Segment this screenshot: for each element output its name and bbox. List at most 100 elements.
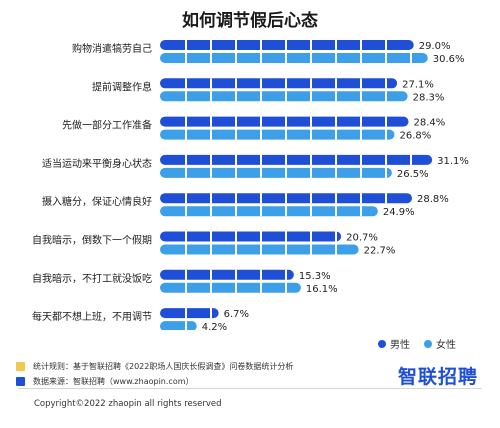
bar-segment-divider: [185, 231, 187, 242]
bar-segment-divider: [260, 231, 262, 242]
bar-segment-divider: [335, 167, 337, 178]
source-marker-icon: [16, 377, 25, 386]
bar-segment-divider: [185, 193, 187, 204]
bar-segment-divider: [210, 206, 212, 217]
bar-segment-divider: [285, 282, 287, 293]
bar-segment-divider: [235, 53, 237, 63]
data-label: 16.1%: [306, 284, 338, 295]
data-label: 4.2%: [202, 322, 227, 330]
bar-segment-divider: [210, 116, 212, 127]
bar-male: [160, 231, 342, 242]
bar-female: [160, 282, 301, 293]
bar-segment-divider: [335, 78, 337, 89]
bar-segment-divider: [185, 308, 187, 319]
bar-segment-divider: [285, 129, 287, 140]
bar-segment-divider: [335, 129, 337, 140]
bar-segment-divider: [310, 129, 312, 140]
bar-segment-divider: [335, 40, 337, 50]
bar-segment-divider: [360, 40, 362, 50]
bar-segment-divider: [260, 167, 262, 178]
bar-segment-divider: [185, 78, 187, 89]
bar-segment-divider: [185, 321, 187, 330]
legend-label-male: 男性: [390, 340, 410, 351]
category-label: 自我暗示，倒数下一个假期: [32, 234, 152, 247]
bar-segment-divider: [185, 269, 187, 280]
bar-segment-divider: [385, 116, 387, 127]
data-label: 29.0%: [419, 41, 451, 52]
bar-segment-divider: [260, 206, 262, 217]
bar-segment-divider: [235, 78, 237, 89]
data-label: 31.1%: [437, 156, 469, 167]
bar-chart: 购物消遣犒劳自己 29.0% 30.6% 提前调整作息 27.1% 28.3% 先做一部分工…: [32, 40, 469, 330]
bar-segment-divider: [285, 116, 287, 127]
bar-segment-divider: [360, 154, 362, 165]
bar-segment-divider: [235, 269, 237, 280]
bar-segment-divider: [360, 167, 362, 178]
bar-segment-divider: [210, 308, 212, 319]
bar-segment-divider: [285, 78, 287, 89]
bar-segment-divider: [260, 40, 262, 50]
bar-segment-divider: [185, 53, 187, 63]
bar-segment-divider: [285, 206, 287, 217]
bar-segment-divider: [260, 129, 262, 140]
bar-male: [160, 154, 433, 165]
bar-segment-divider: [210, 231, 212, 242]
bar-segment-divider: [385, 129, 387, 140]
bar-segment-divider: [185, 154, 187, 165]
bar-segment-divider: [260, 193, 262, 204]
bar-segment-divider: [285, 40, 287, 50]
bar-female: [160, 129, 395, 140]
bar-segment-divider: [210, 193, 212, 204]
bar-segment-divider: [360, 78, 362, 89]
bar-segment-divider: [385, 40, 387, 50]
bar-segment-divider: [310, 244, 312, 255]
bar-segment-divider: [360, 116, 362, 127]
bar-segment-divider: [185, 206, 187, 217]
bar-segment-divider: [185, 167, 187, 178]
bar-segment-divider: [360, 129, 362, 140]
bar-segment-divider: [335, 116, 337, 127]
bar-segment-divider: [385, 154, 387, 165]
bar-segment-divider: [235, 154, 237, 165]
bar-segment-divider: [310, 167, 312, 178]
bar-segment-divider: [185, 116, 187, 127]
footer-rule: 统计规则：基于智联招聘《2022职场人国庆长假调查》问卷数据统计分析: [16, 361, 293, 372]
bar-segment-divider: [335, 206, 337, 217]
bar-segment-divider: [260, 116, 262, 127]
bar-segment-divider: [210, 244, 212, 255]
category-label: 每天都不想上班，不用调节: [32, 310, 152, 323]
data-label: 30.6%: [433, 54, 465, 65]
brand-logo: 智联招聘: [398, 366, 479, 388]
bar-segment-divider: [385, 91, 387, 102]
data-label: 15.3%: [299, 271, 331, 282]
bar-segment-divider: [310, 193, 312, 204]
bar-segment-divider: [335, 53, 337, 63]
bar-segment-divider: [335, 231, 337, 242]
bar-segment-divider: [260, 91, 262, 102]
bar-segment-divider: [385, 167, 387, 178]
bar-segment-divider: [210, 154, 212, 165]
data-label: 22.7%: [364, 246, 396, 257]
bar-segment-divider: [235, 91, 237, 102]
bar-segment-divider: [285, 91, 287, 102]
legend-marker-female: [424, 339, 432, 348]
data-label: 6.7%: [224, 309, 249, 320]
bar-segment-divider: [310, 78, 312, 89]
data-label: 27.1%: [402, 79, 434, 90]
footer-source-text: 数据来源：智联招聘（www.zhaopin.com）: [33, 377, 194, 386]
legend-label-female: 女性: [436, 340, 456, 351]
bar-segment-divider: [410, 154, 412, 165]
bar-segment-divider: [185, 129, 187, 140]
bar-segment-divider: [235, 282, 237, 293]
bar-female: [160, 206, 378, 217]
rule-marker-icon: [16, 362, 25, 371]
bar-segment-divider: [210, 40, 212, 50]
footer-rule-text: 统计规则：基于智联招聘《2022职场人国庆长假调查》问卷数据统计分析: [33, 362, 294, 371]
bar-segment-divider: [410, 53, 412, 63]
data-label: 28.4%: [414, 118, 446, 129]
bar-segment-divider: [335, 244, 337, 255]
bar-segment-divider: [260, 53, 262, 63]
bar-segment-divider: [235, 116, 237, 127]
footer-source: 数据来源：智联招聘（www.zhaopin.com）: [16, 376, 194, 387]
category-label: 摄入糖分，保证心情良好: [42, 195, 152, 208]
